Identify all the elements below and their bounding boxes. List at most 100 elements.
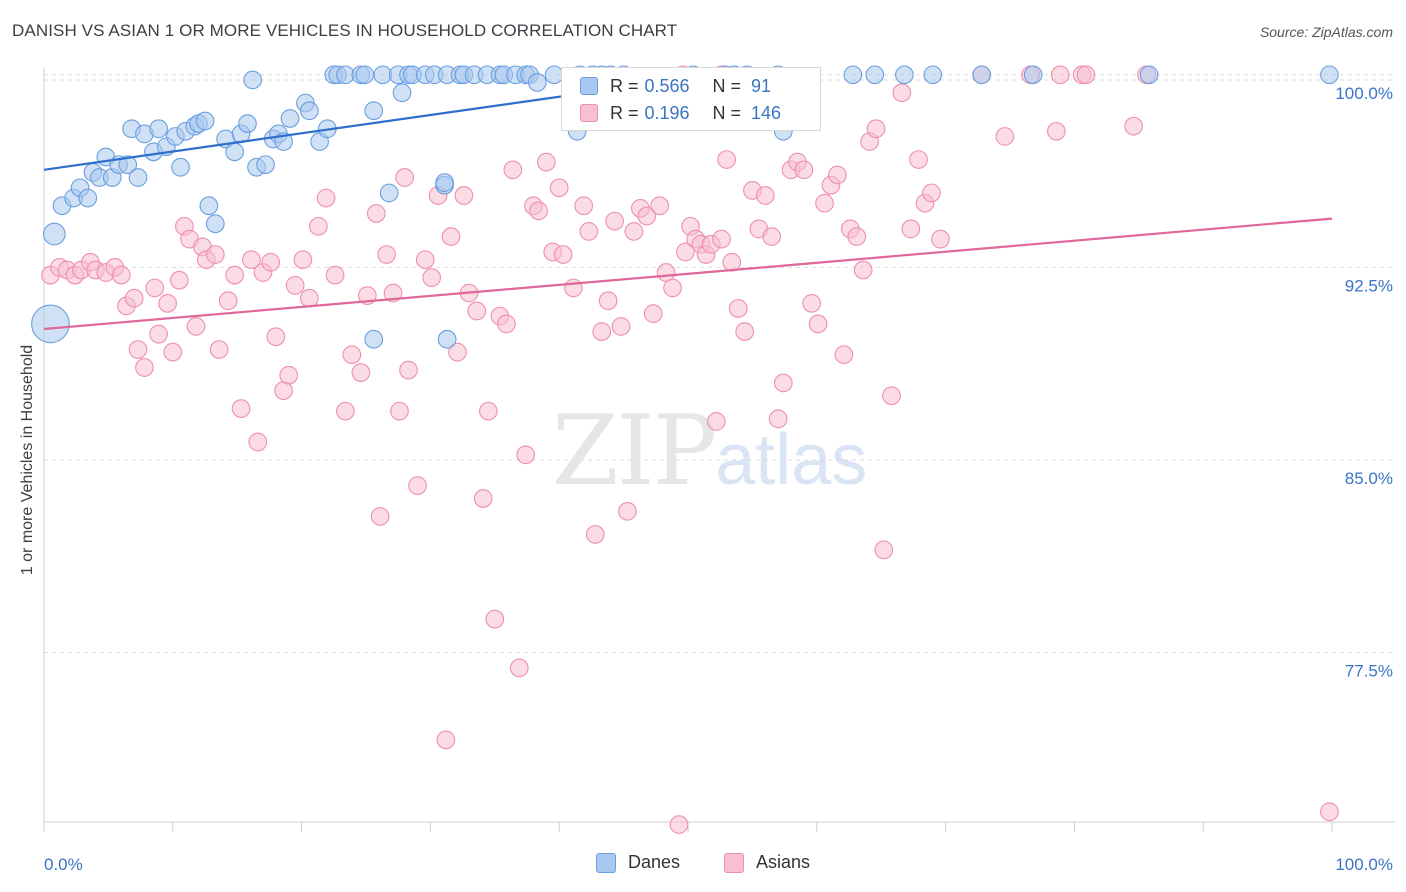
danes-point xyxy=(437,329,457,349)
danes-point xyxy=(199,196,219,216)
legend-item-asians: Asians xyxy=(724,852,810,873)
asians-point xyxy=(717,150,736,169)
asians-point xyxy=(169,270,189,290)
x-tick-label: 100.0% xyxy=(1335,855,1393,874)
asians-point xyxy=(325,265,345,285)
asians-point xyxy=(755,186,775,205)
asians-point xyxy=(316,188,336,208)
asians-point xyxy=(351,363,371,383)
asians-point xyxy=(794,160,814,180)
legend-item-danes: Danes xyxy=(595,852,680,873)
asians-point xyxy=(485,609,505,629)
asians-point xyxy=(163,342,183,362)
danes-point xyxy=(865,65,885,85)
asians-point xyxy=(422,268,442,288)
asians-point xyxy=(768,409,788,429)
danes-r-value: 0.566 xyxy=(644,75,690,96)
y-tick-label: 85.0% xyxy=(1345,469,1393,488)
danes-point xyxy=(118,155,138,175)
asians-point xyxy=(802,293,821,313)
legend-row-asians: R = 0.196 N = 146 xyxy=(580,100,819,126)
danes-point xyxy=(128,168,148,187)
asians-point xyxy=(399,360,418,380)
asians-point xyxy=(454,186,474,205)
asians-point xyxy=(853,260,873,280)
danes-point xyxy=(435,173,454,193)
asians-point xyxy=(497,314,516,334)
asians-point xyxy=(248,432,268,452)
asians-point xyxy=(279,365,299,385)
asians-point xyxy=(479,401,498,421)
asians-point xyxy=(503,160,523,180)
asians-point xyxy=(509,658,529,678)
danes-point xyxy=(195,111,215,131)
asians-point xyxy=(128,340,148,359)
asians-point xyxy=(186,317,206,336)
asians-point xyxy=(834,345,854,365)
danes-n-value: 91 xyxy=(751,75,772,96)
asians-point xyxy=(728,299,748,318)
asians-point xyxy=(676,242,695,262)
asians-point xyxy=(467,301,487,321)
asians-point xyxy=(158,293,177,313)
danes-point xyxy=(1139,65,1159,85)
asians-r-label: R = xyxy=(610,102,639,123)
danes-point xyxy=(42,222,66,246)
asians-point xyxy=(773,373,793,393)
asians-point xyxy=(342,345,362,365)
danes-point xyxy=(1023,65,1043,85)
asians-point xyxy=(605,211,624,231)
asians-point xyxy=(618,501,637,521)
axis-layer xyxy=(43,68,1395,832)
y-tick-label: 92.5% xyxy=(1345,276,1393,295)
danes-point xyxy=(238,114,257,133)
asians-point xyxy=(815,193,834,213)
asians-point xyxy=(293,250,313,270)
asians-n-value: 146 xyxy=(751,102,782,123)
series-legend: Danes Asians xyxy=(0,852,1406,873)
asians-point xyxy=(145,278,165,298)
asians-point xyxy=(808,314,828,334)
asians-point xyxy=(336,401,355,421)
correlation-legend: R = 0.566 N = 91 R = 0.196 N = 146 xyxy=(561,67,821,131)
asians-point xyxy=(643,304,663,323)
legend-row-danes: R = 0.566 N = 91 xyxy=(580,73,819,99)
danes-point xyxy=(923,65,943,85)
danes-point xyxy=(149,119,168,139)
asians-point xyxy=(395,168,414,187)
y-tick-label: 100.0% xyxy=(1335,84,1393,103)
asians-point xyxy=(722,252,742,272)
asians-point xyxy=(735,322,755,341)
legend-asians-label: Asians xyxy=(756,852,811,872)
danes-point xyxy=(205,214,225,234)
legend-danes-label: Danes xyxy=(627,852,680,872)
asians-point xyxy=(261,252,281,272)
tick-labels: 100.0% 92.5% 85.0% 77.5% 0.0% 100.0% xyxy=(44,84,1393,874)
asians-point xyxy=(1320,802,1339,822)
asians-point xyxy=(285,276,305,295)
asians-point xyxy=(1076,65,1096,85)
asians-point xyxy=(585,525,605,544)
y-axis-label: 1 or more Vehicles in Household xyxy=(19,344,36,576)
legend-asians-swatch xyxy=(724,852,744,873)
asians-point xyxy=(909,150,928,169)
danes-point xyxy=(527,73,547,92)
asians-points xyxy=(41,65,1339,834)
danes-r-label: R = xyxy=(610,75,639,96)
asians-point xyxy=(624,222,644,241)
asians-point xyxy=(1047,121,1066,141)
asians-n-label: N = xyxy=(712,102,742,123)
asians-point xyxy=(436,730,456,750)
asians-point xyxy=(209,340,229,359)
danes-point xyxy=(1320,65,1339,85)
zipatlas-watermark: ZIPatlas xyxy=(552,395,867,507)
asians-point xyxy=(574,196,594,216)
asians-point xyxy=(762,227,782,246)
danes-point xyxy=(379,183,399,203)
asians-point xyxy=(549,178,569,198)
danes-point xyxy=(364,101,384,121)
asians-point xyxy=(637,206,657,226)
asians-point xyxy=(516,445,536,465)
danes-point xyxy=(364,329,384,349)
asians-point xyxy=(299,288,319,308)
